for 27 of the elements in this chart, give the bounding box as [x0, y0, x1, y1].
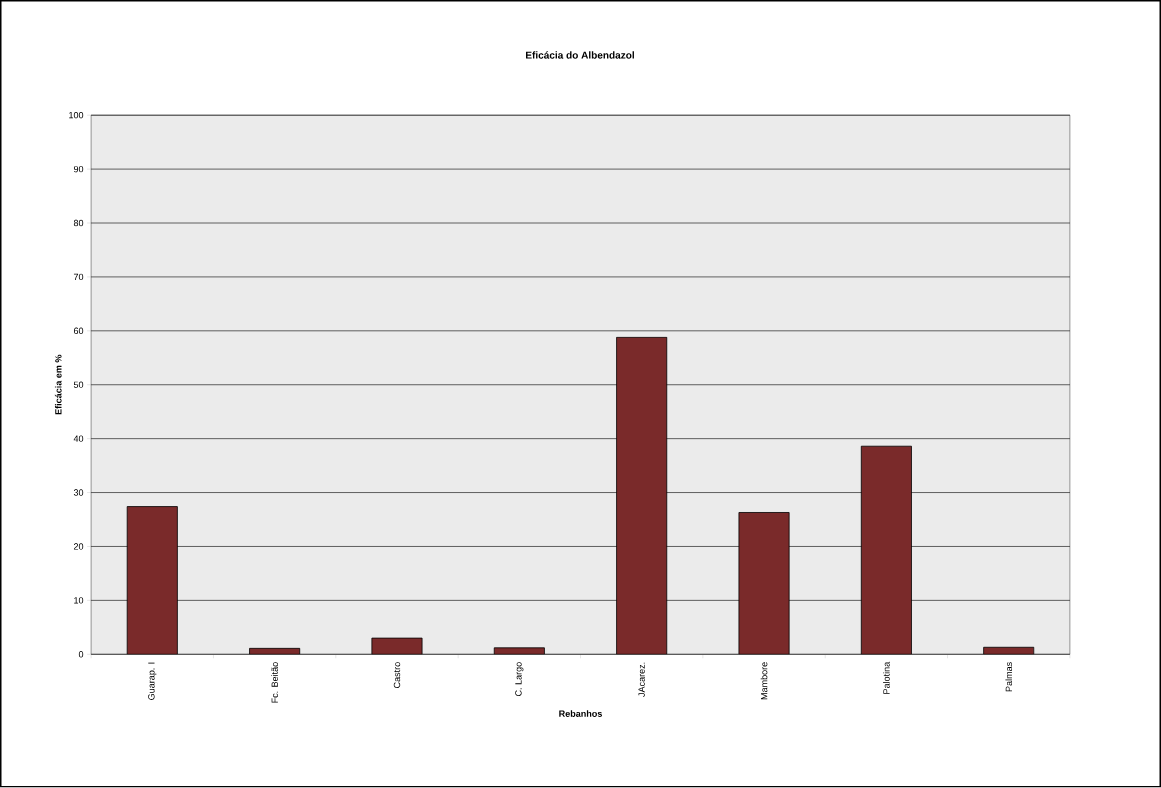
x-tick-label: Guarap. I [148, 662, 157, 701]
y-tick-label: 100 [69, 112, 84, 119]
bar [126, 506, 178, 655]
y-tick-label: 90 [73, 166, 84, 173]
x-tick-label: C. Largo [515, 662, 524, 697]
y-tick-label: 10 [74, 597, 84, 604]
x-tick-label: Mambore [760, 662, 768, 700]
x-axis-title: Rebanhos [559, 710, 602, 718]
bar [738, 512, 790, 655]
chart-title: Eficácia do Albendazol [526, 51, 634, 59]
y-tick-label: 50 [73, 381, 84, 389]
y-tick-label: 60 [73, 327, 84, 335]
bar [494, 648, 545, 655]
y-tick-label: 40 [73, 435, 84, 443]
y-tick-label: 80 [73, 220, 84, 227]
y-tick-label: 0 [78, 651, 84, 658]
y-axis-title: Eficácia em % [54, 355, 62, 415]
x-tick-label: Fc. Beitão [271, 662, 278, 703]
y-tick-label: 30 [73, 489, 84, 496]
bar [860, 446, 912, 655]
x-tick-label: Palotina [883, 662, 890, 694]
x-tick-label: Castro [393, 662, 401, 689]
y-tick-label: 70 [73, 273, 84, 281]
x-tick-label: JAcarez. [638, 662, 645, 698]
x-tick-label: Palmas [1005, 662, 1013, 692]
y-tick-label: 20 [73, 543, 84, 550]
bar [616, 337, 668, 655]
